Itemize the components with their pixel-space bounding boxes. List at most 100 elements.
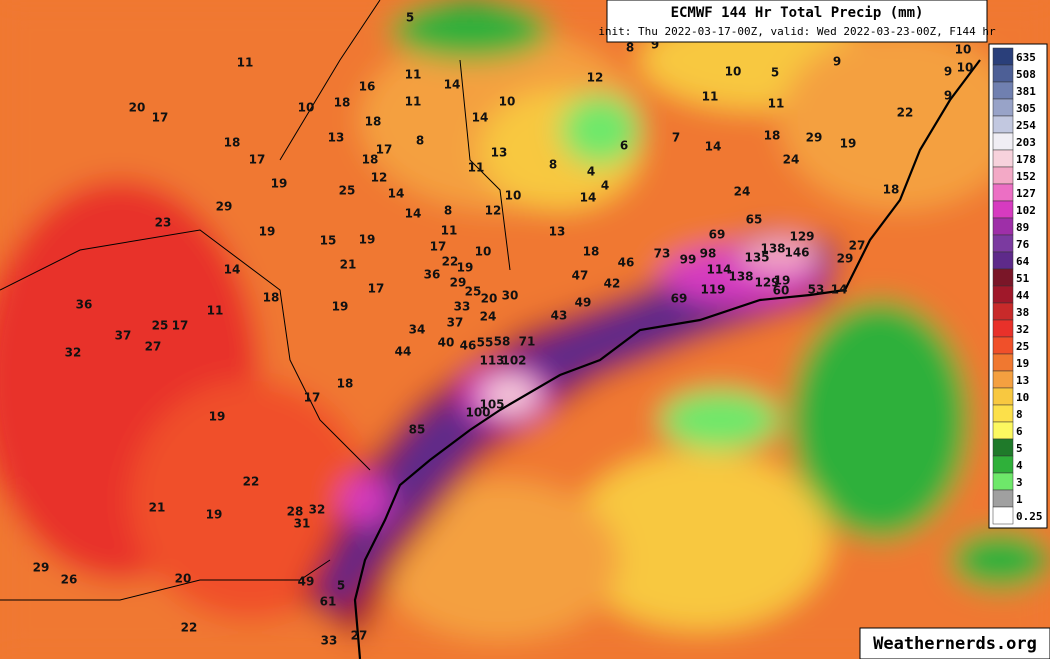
legend-label: 6 xyxy=(1016,425,1023,438)
precip-label: 114 xyxy=(706,263,731,277)
precip-label: 18 xyxy=(224,136,241,150)
precip-label: 29 xyxy=(33,561,50,575)
legend-label: 38 xyxy=(1016,306,1029,319)
precip-label: 24 xyxy=(480,310,497,324)
precip-label: 13 xyxy=(491,146,508,160)
precip-label: 40 xyxy=(438,336,455,350)
precip-label: 129 xyxy=(789,230,814,244)
legend-swatch xyxy=(992,115,1014,134)
precip-label: 49 xyxy=(575,296,592,310)
precip-label: 18 xyxy=(583,245,600,259)
precip-label: 8 xyxy=(444,204,452,218)
precip-label: 18 xyxy=(365,115,382,129)
precip-label: 138 xyxy=(728,270,753,284)
legend-label: 203 xyxy=(1016,136,1036,149)
borders xyxy=(0,0,511,601)
precip-label: 13 xyxy=(328,131,345,145)
precip-label: 17 xyxy=(376,143,393,157)
legend-label: 127 xyxy=(1016,187,1036,200)
legend-label: 19 xyxy=(1016,357,1029,370)
legend-swatch xyxy=(992,251,1014,270)
legend-label: 13 xyxy=(1016,374,1029,387)
precip-label: 26 xyxy=(61,573,78,587)
precip-label: 17 xyxy=(249,153,266,167)
precip-label: 42 xyxy=(604,277,621,291)
precip-label: 129 xyxy=(754,276,779,290)
precip-label: 55 xyxy=(477,336,494,350)
precip-label: 11 xyxy=(468,161,485,175)
legend-swatch xyxy=(992,285,1014,304)
legend-label: 44 xyxy=(1016,289,1030,302)
legend-swatch xyxy=(992,404,1014,423)
precip-label: 8 xyxy=(549,158,557,172)
precip-label: 14 xyxy=(705,140,722,154)
precip-label: 98 xyxy=(700,247,717,261)
precip-label: 19 xyxy=(259,225,276,239)
precip-label: 28 xyxy=(287,505,304,519)
legend-swatch xyxy=(992,234,1014,253)
precip-label: 135 xyxy=(744,251,769,265)
legend-swatch xyxy=(992,98,1014,117)
precip-label: 8 xyxy=(626,41,634,55)
precip-label: 11 xyxy=(441,224,458,238)
precip-label: 14 xyxy=(388,187,405,201)
precip-label: 46 xyxy=(460,339,477,353)
legend-swatch xyxy=(992,64,1014,83)
precip-label: 10 xyxy=(505,189,522,203)
precip-label: 29 xyxy=(216,200,233,214)
precip-label: 33 xyxy=(454,300,471,314)
precip-label: 29 xyxy=(837,252,854,266)
precip-label: 9 xyxy=(944,89,952,103)
legend-swatch xyxy=(992,387,1014,406)
precip-label: 18 xyxy=(362,153,379,167)
legend-swatch xyxy=(992,353,1014,372)
precip-label: 19 xyxy=(359,233,376,247)
precip-label: 30 xyxy=(502,289,519,303)
precip-label: 105 xyxy=(479,398,504,412)
precip-label: 71 xyxy=(519,335,536,349)
precip-label: 11 xyxy=(405,95,422,109)
legend-swatch xyxy=(992,489,1014,508)
legend-label: 254 xyxy=(1016,119,1036,132)
precip-label: 18 xyxy=(334,96,351,110)
legend-label: 76 xyxy=(1016,238,1030,251)
legend-swatch xyxy=(992,370,1014,389)
legend-swatch xyxy=(992,217,1014,236)
precip-label: 9 xyxy=(944,65,952,79)
precip-label: 47 xyxy=(572,269,589,283)
precip-label: 32 xyxy=(309,503,326,517)
precip-label: 6 xyxy=(620,139,628,153)
legend-label: 32 xyxy=(1016,323,1029,336)
precip-label: 22 xyxy=(442,255,459,269)
legend-swatch xyxy=(992,336,1014,355)
precip-label: 119 xyxy=(700,283,725,297)
precip-label: 99 xyxy=(680,253,697,267)
precip-label: 5 xyxy=(771,66,779,80)
precip-label: 17 xyxy=(172,319,189,333)
legend-label: 178 xyxy=(1016,153,1036,166)
precip-label: 13 xyxy=(549,225,566,239)
precip-label: 146 xyxy=(784,246,809,260)
legend-swatch xyxy=(992,183,1014,202)
precip-label: 46 xyxy=(618,256,635,270)
precip-label: 37 xyxy=(115,329,132,343)
precip-label: 29 xyxy=(450,276,467,290)
precip-label: 22 xyxy=(897,106,914,120)
precip-label: 11 xyxy=(768,97,785,111)
precip-label: 24 xyxy=(783,153,800,167)
legend-label: 3 xyxy=(1016,476,1023,489)
precip-label: 33 xyxy=(321,634,338,648)
precip-label: 10 xyxy=(955,43,972,57)
precip-label: 29 xyxy=(806,131,823,145)
legend-label: 305 xyxy=(1016,102,1036,115)
legend-label: 25 xyxy=(1016,340,1029,353)
legend-swatch xyxy=(992,132,1014,151)
precip-label: 27 xyxy=(849,239,866,253)
legend-swatch xyxy=(992,455,1014,474)
precip-label: 69 xyxy=(709,228,726,242)
precip-label: 17 xyxy=(152,111,169,125)
precip-label: 14 xyxy=(472,111,489,125)
precip-label: 8 xyxy=(416,134,424,148)
